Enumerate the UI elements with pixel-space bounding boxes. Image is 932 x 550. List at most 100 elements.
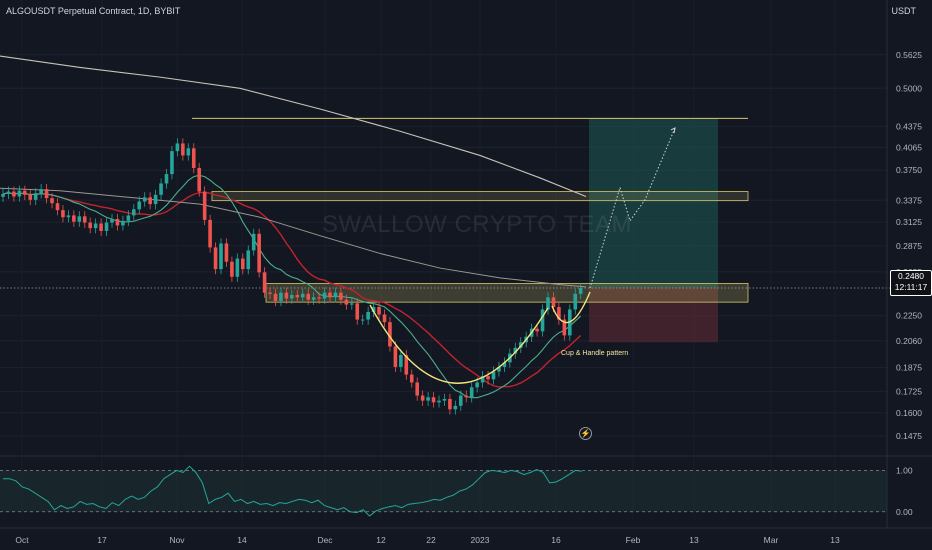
- candle: [88, 222, 92, 229]
- oscillator-band: [0, 470, 887, 512]
- candle: [290, 294, 294, 299]
- y-tick-label: 0.4065: [896, 142, 922, 152]
- pattern-annotation: Cup & Handle pattern: [561, 350, 629, 357]
- candle: [93, 223, 98, 229]
- candle: [262, 272, 267, 293]
- candle: [213, 247, 218, 270]
- ma-200-line: [0, 187, 587, 288]
- candle: [99, 223, 103, 231]
- candle: [546, 297, 550, 310]
- candle: [366, 311, 370, 320]
- candle: [551, 297, 556, 308]
- candle: [208, 219, 212, 248]
- y-tick-label: 0.1600: [896, 408, 922, 418]
- candle: [230, 261, 234, 277]
- candle: [219, 243, 223, 270]
- candle: [61, 210, 65, 218]
- candle: [420, 395, 425, 401]
- candle: [382, 314, 387, 323]
- osc-tick-label: 1.00: [896, 465, 913, 475]
- candle: [50, 198, 54, 204]
- candle: [535, 328, 539, 332]
- candle: [257, 233, 261, 273]
- candle: [246, 250, 251, 270]
- candle: [431, 397, 436, 403]
- profit-zone: [589, 118, 718, 289]
- candle: [333, 292, 338, 298]
- candle: [578, 288, 583, 294]
- candle: [273, 293, 278, 301]
- candle: [518, 342, 523, 348]
- candle: [28, 194, 33, 200]
- candle: [442, 398, 447, 401]
- y-tick-label: 0.2060: [896, 336, 922, 346]
- candle: [39, 189, 43, 194]
- x-tick-label: 2023: [471, 535, 490, 545]
- candle: [404, 355, 409, 375]
- candle: [6, 191, 11, 194]
- candle: [224, 243, 229, 262]
- candle: [300, 293, 305, 298]
- ma-long-line: [0, 55, 587, 197]
- current-price-tag: 0.2480 12:11:17: [890, 270, 932, 296]
- candle: [540, 309, 545, 332]
- x-tick-label: 14: [237, 535, 247, 545]
- candle: [153, 194, 158, 205]
- candle: [72, 215, 76, 222]
- candle: [459, 395, 463, 406]
- candle: [110, 219, 114, 223]
- candle: [268, 292, 272, 294]
- ma-mid-line: [2, 174, 582, 399]
- x-tick-label: 17: [97, 535, 107, 545]
- x-tick-label: Dec: [317, 535, 333, 545]
- candle: [132, 209, 136, 216]
- current-price-value: 0.2480: [898, 271, 924, 281]
- candle: [164, 174, 169, 184]
- candle: [142, 197, 147, 202]
- y-tick-label: 0.5000: [896, 83, 922, 93]
- candle: [360, 319, 365, 321]
- x-tick-label: Feb: [626, 535, 641, 545]
- candle: [159, 183, 163, 195]
- candle: [355, 303, 360, 320]
- y-tick-label: 0.3375: [896, 195, 922, 205]
- candle: [82, 216, 87, 223]
- candle: [426, 397, 430, 401]
- y-tick-label: 0.1725: [896, 386, 922, 396]
- candle: [486, 376, 490, 380]
- lightning-icon[interactable]: ⚡: [579, 427, 592, 440]
- watermark: SWALLOW CRYPTO TEAM: [322, 211, 633, 238]
- candle: [513, 347, 518, 354]
- candle: [181, 143, 185, 156]
- projection-arrow-icon: [670, 127, 676, 134]
- candle: [121, 220, 125, 226]
- currency-label: USDT: [891, 6, 917, 16]
- candle: [44, 189, 49, 199]
- bar-countdown: 12:11:17: [894, 282, 928, 292]
- candle: [202, 191, 207, 220]
- candle: [137, 201, 142, 210]
- candle: [453, 405, 458, 410]
- y-tick-label: 0.4375: [896, 121, 922, 131]
- candle: [306, 293, 310, 300]
- candle: [33, 193, 38, 200]
- candle: [557, 307, 561, 320]
- candle: [475, 382, 479, 388]
- candle: [322, 292, 327, 299]
- candle: [148, 197, 152, 205]
- candle: [104, 222, 109, 231]
- chart-title: ALGOUSDT Perpetual Contract, 1D, BYBIT: [6, 6, 181, 16]
- osc-tick-label: 0.00: [896, 507, 913, 517]
- y-tick-label: 0.3750: [896, 165, 922, 175]
- candle: [295, 294, 300, 298]
- x-tick-label: Oct: [15, 535, 29, 545]
- candle: [115, 219, 120, 226]
- x-tick-label: Mar: [764, 535, 779, 545]
- candle: [350, 303, 354, 305]
- y-tick-label: 0.3125: [896, 217, 922, 227]
- candle: [175, 143, 180, 152]
- candle: [448, 398, 452, 410]
- x-tick-label: 16: [551, 535, 561, 545]
- candle: [23, 190, 27, 195]
